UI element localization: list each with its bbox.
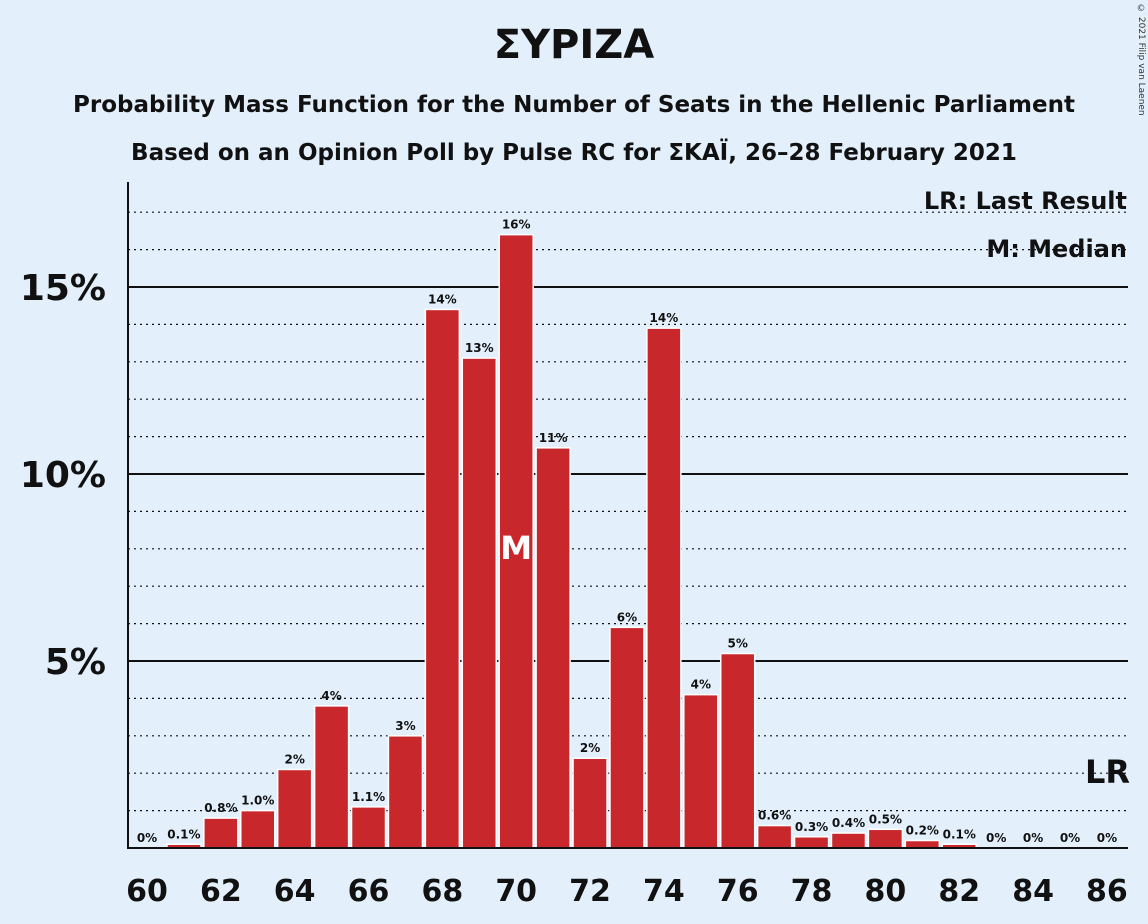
bar-seats-73 (609, 626, 645, 849)
y-tick-label: 5% (45, 642, 106, 683)
x-tick-label: 72 (569, 874, 611, 909)
bar-seats-81 (904, 839, 941, 849)
y-tick-label: 10% (20, 455, 106, 496)
chart-title: ΣΥΡΙΖΑ (493, 22, 655, 68)
data-label-seats-66: 1.1% (352, 790, 385, 804)
legend-last-result: LR: Last Result (924, 187, 1127, 215)
data-label-seats-68: 14% (428, 292, 457, 306)
data-label-seats-60: 0% (137, 831, 157, 845)
legend-median: M: Median (986, 235, 1127, 263)
x-tick-label: 86 (1086, 874, 1128, 909)
data-label-seats-86: 0% (1097, 831, 1117, 845)
x-tick-label: 70 (495, 874, 537, 909)
data-label-seats-64: 2% (284, 752, 304, 766)
x-tick-label: 64 (274, 874, 316, 909)
data-label-seats-78: 0.3% (795, 820, 828, 834)
bar-seats-79 (830, 832, 867, 849)
data-label-seats-77: 0.6% (758, 809, 791, 823)
x-tick-label: 78 (791, 874, 833, 909)
bar-seats-64 (276, 768, 313, 849)
data-label-seats-61: 0.1% (167, 827, 200, 841)
median-marker: M (500, 529, 532, 567)
bar-seats-76 (719, 652, 756, 849)
y-tick-label: 15% (20, 268, 106, 309)
bar-seats-66 (350, 806, 387, 849)
data-label-seats-81: 0.2% (906, 824, 939, 838)
x-tick-label: 82 (938, 874, 980, 909)
x-tick-label: 84 (1012, 874, 1054, 909)
x-tick-label: 76 (717, 874, 759, 909)
x-tick-label: 80 (865, 874, 907, 909)
data-label-seats-75: 4% (691, 678, 711, 692)
x-tick-label: 60 (126, 874, 168, 909)
bar-seats-80 (867, 828, 904, 849)
bar-seats-65 (313, 705, 350, 849)
data-label-seats-82: 0.1% (943, 827, 976, 841)
data-label-seats-80: 0.5% (869, 812, 902, 826)
x-tick-label: 74 (643, 874, 685, 909)
chart-subtitle-2: Based on an Opinion Poll by Pulse RC for… (131, 140, 1017, 166)
bar-seats-72 (572, 757, 608, 849)
data-label-seats-63: 1.0% (241, 794, 274, 808)
copyright-notice: © 2021 Filip van Laenen (1136, 4, 1146, 116)
data-label-seats-85: 0% (1060, 831, 1080, 845)
x-tick-label: 66 (348, 874, 390, 909)
chart-subtitle-1: Probability Mass Function for the Number… (73, 92, 1075, 118)
data-label-seats-84: 0% (1023, 831, 1043, 845)
data-label-seats-74: 14% (650, 311, 679, 325)
data-label-seats-65: 4% (321, 689, 341, 703)
bar-seats-69 (461, 357, 498, 849)
bar-seats-77 (756, 824, 793, 849)
last-result-marker: LR (1085, 753, 1130, 791)
bar-seats-67 (387, 735, 424, 849)
bar-seats-75 (683, 693, 719, 849)
data-label-seats-62: 0.8% (204, 801, 237, 815)
data-label-seats-69: 13% (465, 341, 494, 355)
bar-seats-63 (240, 809, 276, 849)
data-label-seats-83: 0% (986, 831, 1006, 845)
bar-seats-62 (203, 817, 239, 849)
data-label-seats-73: 6% (617, 610, 637, 624)
data-label-seats-70: 16% (502, 218, 531, 232)
bar-seats-71 (535, 447, 571, 849)
bar-seats-68 (424, 308, 461, 849)
labels-layer: 0% 0.1% 0.8% 1.0% 2% 4% 1.1% 3% 14% 13% 16% 11% 2% 6%… (137, 218, 1130, 845)
data-label-seats-71: 11% (539, 431, 568, 445)
bar-seats-74 (646, 327, 682, 849)
data-label-seats-72: 2% (580, 741, 600, 755)
data-label-seats-67: 3% (395, 719, 415, 733)
data-label-seats-76: 5% (728, 637, 748, 651)
data-label-seats-79: 0.4% (832, 816, 865, 830)
x-tick-label: 62 (200, 874, 242, 909)
bar-seats-78 (793, 836, 830, 849)
axes-layer: 5% 10% 15% 60 62 64 66 68 70 72 74 76 78 80 82 84 86 (20, 182, 1128, 909)
x-tick-label: 68 (421, 874, 463, 909)
bars-layer (166, 233, 977, 849)
